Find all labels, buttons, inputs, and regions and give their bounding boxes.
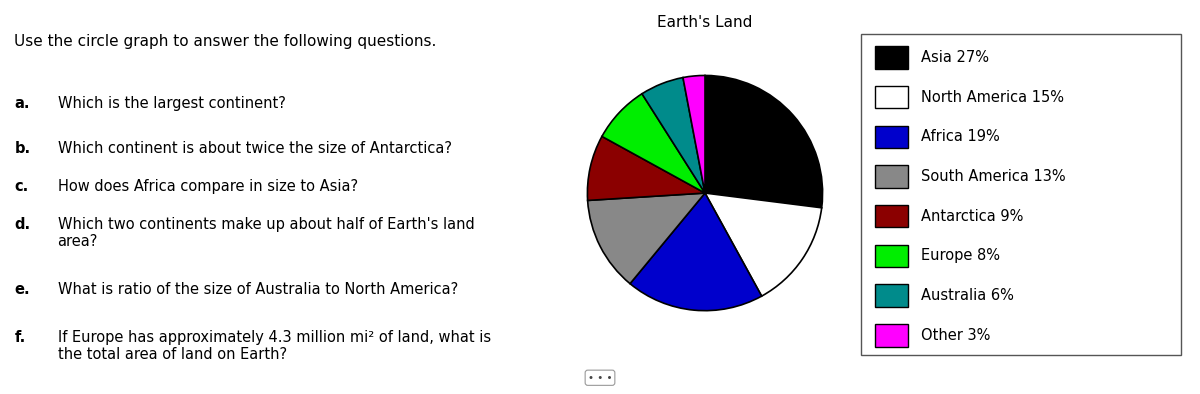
Text: Earth's Land: Earth's Land [658, 15, 752, 30]
Wedge shape [683, 76, 706, 193]
FancyBboxPatch shape [875, 86, 907, 108]
Wedge shape [630, 193, 762, 310]
FancyBboxPatch shape [875, 284, 907, 307]
Text: d.: d. [14, 217, 30, 232]
Text: Which two continents make up about half of Earth's land
area?: Which two continents make up about half … [58, 217, 474, 249]
Text: Use the circle graph to answer the following questions.: Use the circle graph to answer the follo… [14, 34, 437, 49]
FancyBboxPatch shape [875, 46, 907, 69]
FancyBboxPatch shape [875, 165, 907, 188]
Text: South America 13%: South America 13% [920, 169, 1066, 184]
Text: Europe 8%: Europe 8% [920, 249, 1000, 264]
Wedge shape [602, 94, 706, 193]
FancyBboxPatch shape [875, 324, 907, 347]
Text: c.: c. [14, 179, 29, 194]
Text: How does Africa compare in size to Asia?: How does Africa compare in size to Asia? [58, 179, 358, 194]
Wedge shape [706, 193, 822, 296]
Text: Antarctica 9%: Antarctica 9% [920, 209, 1024, 224]
Text: Australia 6%: Australia 6% [920, 288, 1014, 303]
Text: Which continent is about twice the size of Antarctica?: Which continent is about twice the size … [58, 141, 451, 156]
Wedge shape [588, 136, 706, 201]
Wedge shape [704, 76, 822, 208]
Text: If Europe has approximately 4.3 million mi² of land, what is
the total area of l: If Europe has approximately 4.3 million … [58, 330, 491, 362]
Text: Other 3%: Other 3% [920, 328, 990, 343]
Text: Africa 19%: Africa 19% [920, 129, 1000, 144]
Wedge shape [642, 78, 706, 193]
Text: Which is the largest continent?: Which is the largest continent? [58, 96, 286, 111]
FancyBboxPatch shape [875, 126, 907, 148]
Text: Asia 27%: Asia 27% [920, 50, 989, 65]
Text: b.: b. [14, 141, 30, 156]
Wedge shape [588, 193, 706, 284]
FancyBboxPatch shape [875, 205, 907, 227]
Text: f.: f. [14, 330, 25, 345]
Text: e.: e. [14, 282, 30, 297]
FancyBboxPatch shape [875, 245, 907, 267]
Text: a.: a. [14, 96, 30, 111]
Text: What is ratio of the size of Australia to North America?: What is ratio of the size of Australia t… [58, 282, 458, 297]
Text: North America 15%: North America 15% [920, 89, 1063, 104]
Text: • • •: • • • [588, 373, 612, 383]
FancyBboxPatch shape [862, 34, 1182, 355]
